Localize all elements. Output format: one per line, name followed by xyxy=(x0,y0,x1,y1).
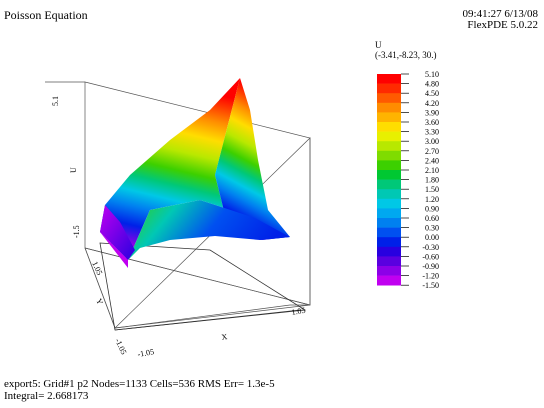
u-tick-min: -1.5 xyxy=(72,225,81,238)
u-axis-label: U xyxy=(69,167,78,173)
legend-level-label: 3.60 xyxy=(425,118,439,127)
legend-swatch xyxy=(377,256,401,267)
legend-level-label: 1.80 xyxy=(425,176,439,185)
legend-level-label: 0.90 xyxy=(425,204,439,213)
surface xyxy=(100,78,290,268)
y-axis-label: Y xyxy=(94,297,105,306)
legend-viewpoint: (-3.41,-8.23, 30.) xyxy=(375,50,437,60)
color-legend: 5.104.804.504.203.903.603.303.002.702.40… xyxy=(377,70,439,290)
legend-level-label: 5.10 xyxy=(425,70,439,79)
legend-level-label: 0.60 xyxy=(425,214,439,223)
legend-swatch xyxy=(377,218,401,228)
legend-level-label: 2.70 xyxy=(425,147,439,156)
legend-swatch xyxy=(377,170,401,180)
legend-swatch xyxy=(377,237,401,248)
integral-value: Integral= 2.668173 xyxy=(4,390,89,402)
legend-level-label: 2.10 xyxy=(425,166,439,175)
legend-swatch xyxy=(377,198,401,209)
x-tick-max: 1.05 xyxy=(291,306,306,317)
axis-labels: 5.1 -1.5 U 1.05 Y -1.05 -1.05 X 1.05 xyxy=(51,96,306,359)
legend-swatch xyxy=(377,150,401,161)
legend-swatch xyxy=(377,102,401,113)
legend-level-label: 4.50 xyxy=(425,89,439,98)
y-tick-min: -1.05 xyxy=(113,337,128,356)
u-tick-max: 5.1 xyxy=(51,96,60,106)
legend-swatch xyxy=(377,141,401,152)
legend-level-label: 2.40 xyxy=(425,156,439,165)
legend-swatch xyxy=(377,93,401,104)
legend-level-label: 4.80 xyxy=(425,80,439,89)
legend-swatch xyxy=(377,208,401,219)
legend-level-label: 4.20 xyxy=(425,99,439,108)
legend-level-label: -1.20 xyxy=(422,272,439,281)
legend-level-label: 1.20 xyxy=(425,195,439,204)
legend-swatch xyxy=(377,122,401,132)
version-label: FlexPDE 5.0.22 xyxy=(467,19,538,31)
export-info: export5: Grid#1 p2 Nodes=1133 Cells=536 … xyxy=(4,378,275,390)
legend-swatch xyxy=(377,83,401,94)
legend-swatch xyxy=(377,179,401,190)
legend-level-label: -1.50 xyxy=(422,281,439,290)
legend-swatch xyxy=(377,227,401,238)
timestamp: 09:41:27 6/13/08 xyxy=(462,8,538,20)
timestamp-block: 09:41:27 6/13/08 FlexPDE 5.0.22 xyxy=(463,9,538,31)
legend-swatch xyxy=(377,160,401,171)
y-tick-max: 1.05 xyxy=(90,260,104,276)
floor-frame xyxy=(99,242,307,331)
legend-swatch xyxy=(377,275,401,286)
legend-level-label: 0.00 xyxy=(425,233,439,242)
legend-level-label: 0.30 xyxy=(425,224,439,233)
legend-swatch xyxy=(377,74,401,84)
legend-level-label: -0.60 xyxy=(422,252,439,261)
legend-level-label: 3.00 xyxy=(425,137,439,146)
x-tick-min: -1.05 xyxy=(137,347,155,359)
legend-level-label: -0.90 xyxy=(422,262,439,271)
legend-swatch xyxy=(377,131,401,142)
legend-swatch xyxy=(377,189,401,200)
legend-level-label: -0.30 xyxy=(422,243,439,252)
legend-level-label: 3.90 xyxy=(425,108,439,117)
legend-swatch xyxy=(377,246,401,257)
legend-level-label: 3.30 xyxy=(425,128,439,137)
legend-swatch xyxy=(377,266,401,276)
legend-variable: U xyxy=(375,40,382,50)
x-axis-label: X xyxy=(221,332,228,342)
legend-swatch xyxy=(377,112,401,123)
legend-level-label: 1.50 xyxy=(425,185,439,194)
plot-title: Poisson Equation xyxy=(4,8,88,22)
